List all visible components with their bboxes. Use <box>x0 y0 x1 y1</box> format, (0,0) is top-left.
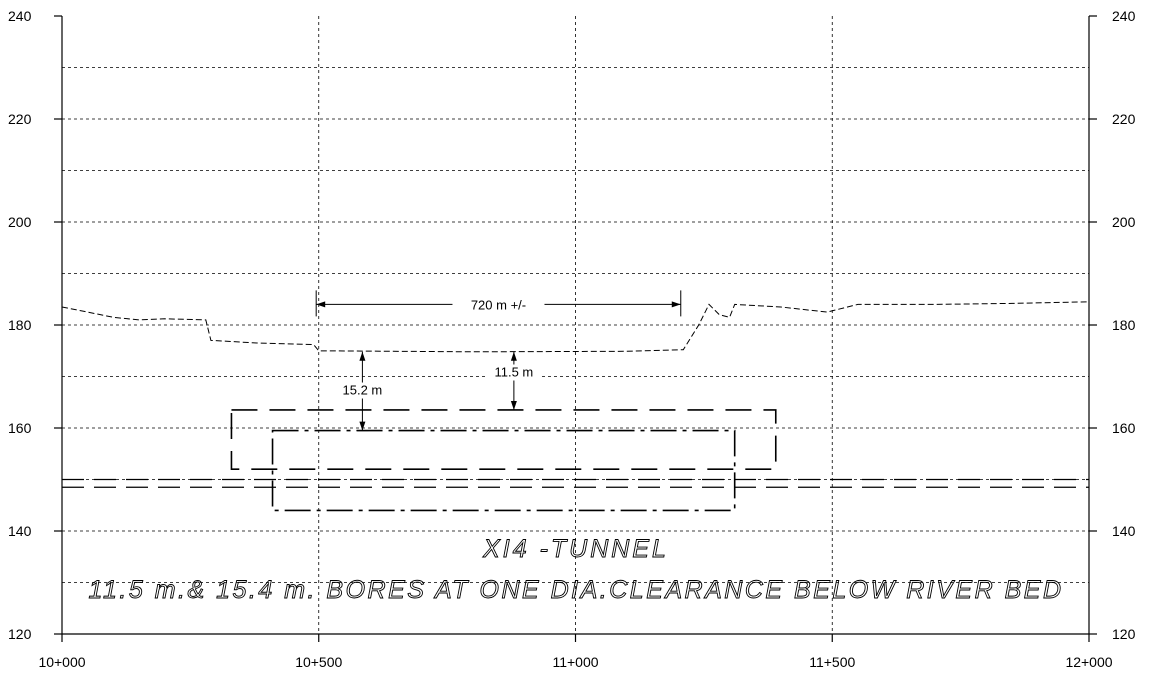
dimension-label: 15.2 m <box>343 383 383 398</box>
x-tick-label: 10+500 <box>295 654 342 670</box>
dimension-label-bg <box>485 364 542 381</box>
dimension-arrow <box>510 351 517 361</box>
dimension-arrow <box>359 421 366 431</box>
drawing-titles: XI4 -TUNNEL 11.5 m.& 15.4 m. BORES AT ON… <box>88 535 1063 605</box>
y-tick-label-left: 220 <box>8 111 32 127</box>
y-tick-label-right: 240 <box>1112 8 1136 24</box>
drawing-title: XI4 -TUNNEL <box>482 535 669 563</box>
y-tick-label-right: 140 <box>1112 523 1136 539</box>
x-tick-label: 11+500 <box>809 654 855 670</box>
bore-11-5m <box>271 429 736 512</box>
dimension-annotations: 720 m +/- 15.2 m 11.5 m <box>315 290 682 432</box>
tick-labels: 120 120 140 140 160 160 180 180 200 200 220 220 240 2… <box>8 8 1136 670</box>
y-tick-label-left: 140 <box>8 523 32 539</box>
river-bed-line <box>61 301 1090 353</box>
ground-profile <box>61 301 1090 353</box>
dimension-label-bg <box>334 382 391 399</box>
y-tick-label-left: 160 <box>8 420 32 436</box>
dimension-label: 11.5 m <box>494 365 533 380</box>
tunnel-bores <box>62 409 1089 512</box>
grid-lines <box>62 16 1089 634</box>
dimension-arrow <box>316 301 326 308</box>
dimension-arrow <box>359 351 366 361</box>
drawing-subtitle: 11.5 m.& 15.4 m. BORES AT ONE DIA.CLEARA… <box>88 576 1063 604</box>
x-tick-label: 11+000 <box>552 654 598 670</box>
y-tick-label-left: 120 <box>8 626 32 642</box>
x-tick-label: 12+000 <box>1065 654 1112 670</box>
y-tick-label-right: 220 <box>1112 111 1136 127</box>
y-tick-label-right: 120 <box>1112 626 1136 642</box>
y-tick-label-left: 200 <box>8 214 32 230</box>
y-tick-label-right: 160 <box>1112 420 1136 436</box>
y-tick-label-left: 180 <box>8 317 32 333</box>
dimension-label-bg <box>452 295 545 314</box>
y-tick-label-left: 240 <box>8 8 32 24</box>
y-tick-label-right: 200 <box>1112 214 1136 230</box>
dimension-arrow <box>671 301 681 308</box>
x-tick-label: 10+000 <box>38 654 85 670</box>
dimension-label: 720 m +/- <box>471 297 526 312</box>
dimension-arrow <box>510 400 517 410</box>
axes <box>54 15 1097 642</box>
y-tick-label-right: 180 <box>1112 317 1136 333</box>
bore-15-4m <box>230 409 777 471</box>
